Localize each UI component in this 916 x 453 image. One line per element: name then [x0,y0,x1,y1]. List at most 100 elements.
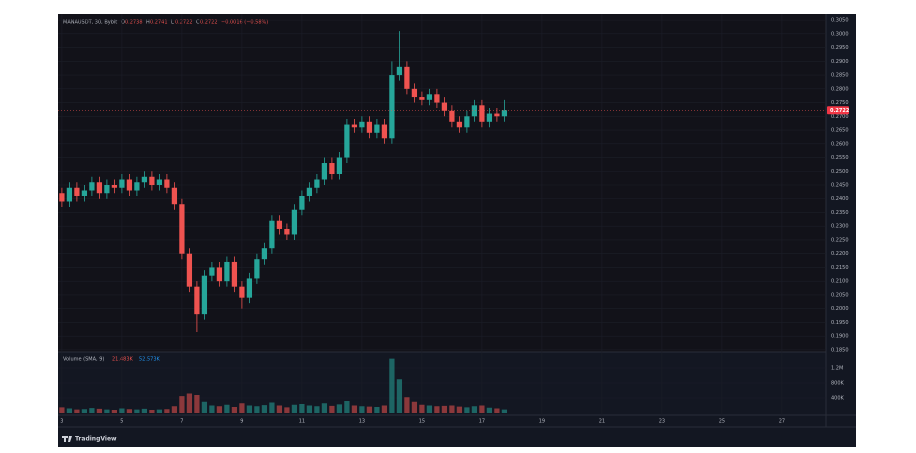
y-tick-label: 0.2000 [831,306,849,312]
volume-bar [141,408,148,413]
candle-body [186,253,193,287]
volume-bar [261,405,268,413]
volume-bar [194,395,200,413]
candle-body [336,157,343,175]
volume-bar [186,393,193,413]
y-tick-label: 0.1900 [831,334,849,340]
brand-name[interactable]: TradingView [75,436,117,443]
volume-bar [306,405,313,413]
y-tick-label: 0.2100 [831,279,849,285]
candle-body [434,94,440,103]
candle-body [404,66,410,89]
volume-bar [104,409,110,413]
volume-bar [276,405,283,413]
last-price-label: 0.2722 [830,108,850,114]
y-tick-label: 0.2450 [831,183,849,189]
y-tick-label: 0.2900 [831,59,849,65]
candle-body [164,179,170,188]
volume-bar [239,403,245,413]
y-tick-label: 0.2350 [831,210,849,216]
candle-body [381,124,388,139]
candle-body [276,220,283,229]
candle-body [231,261,238,287]
volume-bar [366,406,373,413]
candle-body [179,204,185,254]
candle-body [254,259,260,279]
volume-bar [479,405,485,413]
volume-tick-label: 800K [831,381,845,387]
y-tick-label: 0.2050 [831,292,849,298]
volume-bar [411,401,418,413]
y-tick-label: 0.2950 [831,45,849,51]
volume-bar [111,410,118,413]
legend-text: 0.2741 [150,20,168,26]
legend-text: L [171,20,174,26]
volume-bar [291,404,298,413]
candle-body [449,110,455,122]
candle-body [194,286,200,315]
volume-bar [494,408,500,413]
candle-body [149,176,155,185]
candle-body [344,124,350,158]
volume-bar [404,397,410,413]
volume-bar [434,406,440,413]
volume-bar [209,405,215,413]
y-tick-label: 0.2200 [831,251,849,257]
x-tick-label: 19 [539,419,545,425]
volume-bar [299,404,305,413]
brand-logo [62,436,72,442]
x-tick-label: 3 [60,419,63,425]
volume-bar [381,405,388,413]
candle-body [501,110,508,117]
candle-body [486,113,493,122]
candle-body [494,113,500,117]
volume-bar [224,404,230,413]
volume-bar [201,401,208,413]
legend-text: −0.0016 (−0.58%) [221,20,268,26]
candle-body [141,176,148,183]
candle-body [81,190,88,196]
x-tick-label: 13 [359,419,365,425]
volume-bar [179,396,185,413]
volume-bar [419,404,425,413]
candle-body [389,75,395,139]
candle-body [104,185,110,194]
x-tick-label: 7 [180,419,183,425]
volume-bar [359,406,365,413]
volume-bar [231,407,238,413]
candle-body [171,187,178,205]
candle-body [329,163,335,175]
x-tick-label: 25 [719,419,725,425]
x-tick-label: 23 [659,419,665,425]
y-tick-label: 0.2300 [831,224,849,230]
volume-bar [164,409,170,413]
volume-bar [254,406,260,413]
y-tick-label: 0.2600 [831,141,849,147]
candle-body [411,88,418,98]
volume-bar [396,379,403,413]
volume-tick-label: 1.2M [831,366,843,372]
volume-bar [449,405,455,413]
price-pane [58,14,826,352]
candle-body [66,187,73,202]
candle-body [261,248,268,260]
candle-body [366,121,373,133]
y-tick-label: 0.2800 [831,86,849,92]
legend-text: 0.2738 [125,20,143,26]
volume-bar [96,408,103,413]
volume-bar [464,407,470,413]
y-tick-label: 0.2250 [831,237,849,243]
candle-body [156,179,163,185]
candle-body [74,187,80,196]
volume-bar [389,358,395,413]
volume-bar [284,407,290,413]
candle-body [59,193,65,202]
x-tick-label: 17 [479,419,485,425]
last-price-tag [827,106,849,115]
volume-bar [441,405,448,413]
candle-body [299,195,305,210]
x-tick-label: 15 [419,419,425,425]
candle-body [134,182,140,191]
candle-body [479,105,485,122]
